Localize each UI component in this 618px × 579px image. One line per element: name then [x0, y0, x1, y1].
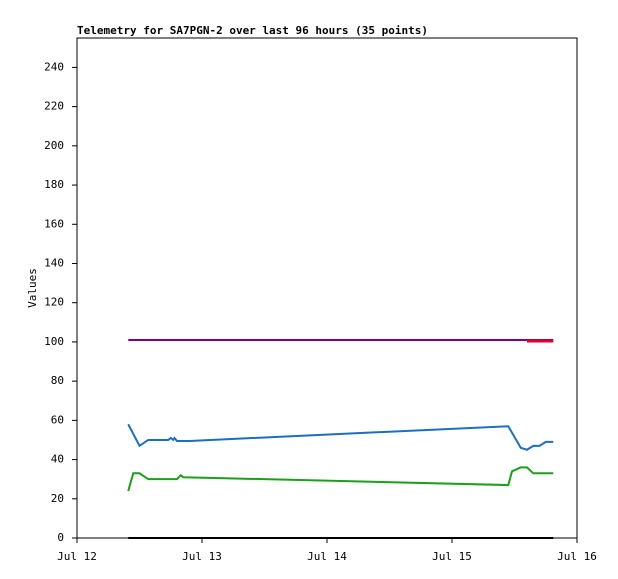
y-tick-label: 120: [44, 296, 64, 309]
x-tick-label: Jul 14: [307, 550, 347, 563]
x-tick-label: Jul 13: [182, 550, 222, 563]
x-tick-label: Jul 15: [432, 550, 472, 563]
plot-frame: [76, 37, 578, 539]
y-tick-label: 100: [44, 335, 64, 348]
y-tick-label: 60: [51, 413, 64, 426]
x-tick-label: Jul 16: [557, 550, 597, 563]
y-tick-label: 20: [51, 492, 64, 505]
y-tick-label: 180: [44, 178, 64, 191]
y-tick-label: 240: [44, 60, 64, 73]
y-tick-label: 200: [44, 139, 64, 152]
x-tick-label: Jul 12: [57, 550, 97, 563]
y-tick-label: 80: [51, 374, 64, 387]
y-tick-label: 40: [51, 453, 64, 466]
y-tick-label: 160: [44, 217, 64, 230]
series-line: [127, 423, 554, 451]
y-tick-label: 0: [57, 531, 64, 544]
series-line: [127, 466, 554, 492]
y-axis-label: Values: [26, 268, 39, 308]
y-tick-label: 140: [44, 256, 64, 269]
chart-title: Telemetry for SA7PGN-2 over last 96 hour…: [77, 24, 428, 37]
y-tick-label: 220: [44, 100, 64, 113]
